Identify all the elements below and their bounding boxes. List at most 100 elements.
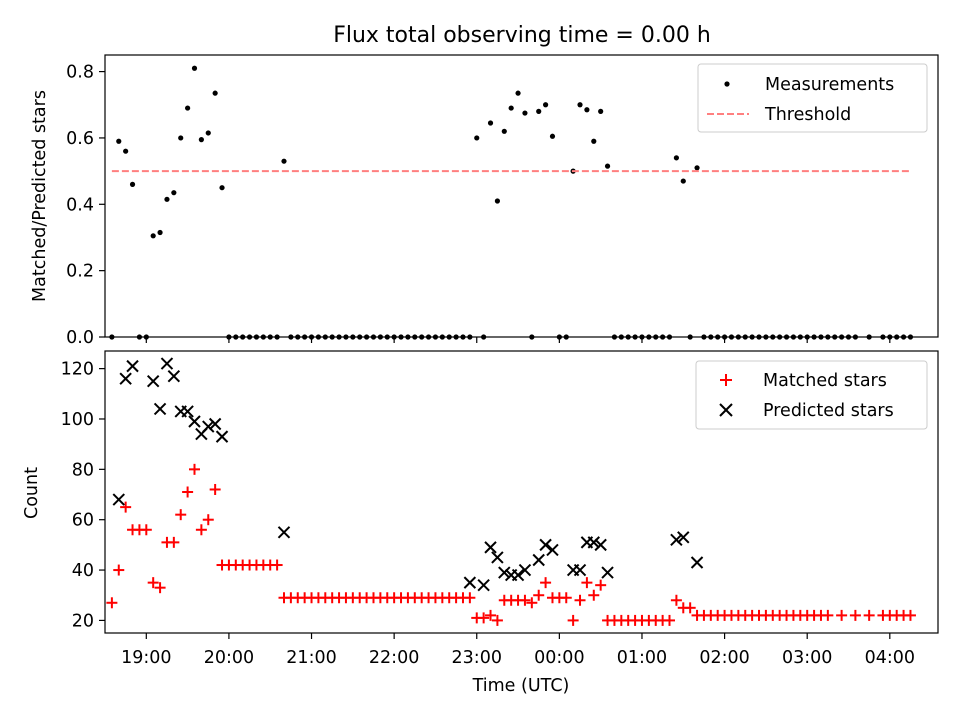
measurements-point (260, 334, 266, 340)
measurements-point (157, 229, 163, 236)
predicted-stars-point (153, 402, 167, 416)
matched-stars-point (491, 614, 503, 626)
measurements-point (777, 334, 783, 340)
predicted-stars-point (181, 405, 194, 418)
matched-stars-point (664, 614, 676, 626)
ratio-legend-box (697, 63, 928, 133)
predicted-stars-point (477, 578, 490, 592)
measurements-point (233, 334, 239, 340)
measurements-point (563, 334, 569, 340)
measurements-point (845, 334, 852, 340)
measurements-point (687, 334, 693, 340)
measurements-point (460, 334, 466, 340)
measurements-point (439, 334, 445, 340)
matched-stars-point (588, 589, 600, 601)
count-y-axis: 20 40 60 80 100 120 (61, 360, 105, 631)
measurements-point (487, 120, 494, 126)
predicted-stars-point (277, 526, 291, 539)
x-tick-label: 00:00 (534, 648, 584, 668)
measurements-point (584, 107, 590, 113)
ratio-y-tick-label: 0.4 (66, 195, 94, 215)
measurements-point (715, 334, 721, 340)
count-legend: Matched stars Predicted stars (695, 360, 928, 430)
predicted-stars-point (202, 420, 215, 433)
measurements-point (694, 165, 700, 171)
predicted-stars-point (594, 538, 607, 552)
x-tick-label: 22:00 (369, 648, 419, 668)
measurements-point (646, 334, 652, 340)
measurements-point (343, 334, 349, 340)
legend-predicted-label: Predicted stars (763, 401, 894, 421)
measurements-point (549, 133, 556, 139)
chart-title: Flux total observing time = 0.00 h (333, 23, 711, 48)
measurements-point (825, 334, 831, 340)
matched-stars-point (533, 589, 545, 601)
x-tick-label: 02:00 (699, 648, 749, 668)
measurements-point (542, 102, 549, 108)
predicted-stars-point (539, 538, 552, 552)
count-y-axis-label: Count (22, 467, 42, 519)
measurements-point (150, 233, 156, 239)
measurements-point (494, 198, 501, 204)
measurements-point (267, 334, 273, 340)
measurements-point (708, 334, 714, 340)
predicted-stars-point (587, 536, 600, 549)
predicted-stars-point (532, 553, 545, 567)
measurements-point (701, 334, 707, 340)
ratio-panel: 0.00.20.40.60.8 Matched/Predicted stars … (30, 54, 939, 348)
matched-stars-point (464, 592, 476, 604)
matched-stars-point (140, 524, 152, 536)
count-y-tick-label: 100 (61, 410, 94, 430)
measurements-point (577, 102, 583, 108)
predicted-stars-point (518, 563, 532, 577)
measurements-point (212, 90, 218, 96)
predicted-stars-point (484, 541, 497, 554)
measurements-point (136, 334, 143, 340)
predicted-stars-point (146, 375, 160, 388)
matched-stars-point (595, 579, 607, 591)
x-tick-label: 19:00 (121, 648, 171, 668)
measurements-point (129, 181, 136, 187)
measurements-point (322, 334, 328, 340)
x-tick-label: 04:00 (865, 648, 915, 668)
matched-stars-point (540, 577, 552, 589)
matched-stars-point (574, 594, 586, 606)
measurements-point (412, 334, 418, 340)
measurements-point (508, 105, 514, 111)
x-axis-label: Time (UTC) (472, 676, 570, 696)
measurements-point (240, 334, 246, 340)
measurements-point (164, 196, 170, 202)
predicted-stars-point (215, 430, 229, 443)
measurements-point (398, 334, 404, 340)
matched-stars-point (836, 609, 848, 621)
matched-stars-point (684, 602, 696, 614)
measurements-point (618, 334, 624, 340)
predicted-stars-point (677, 531, 690, 544)
predicted-stars-point (546, 543, 559, 557)
measurements-point (370, 334, 377, 340)
measurements-point (763, 334, 769, 340)
ratio-y-tick-label: 0.8 (66, 63, 94, 83)
measurements-point (832, 334, 838, 340)
ratio-marks (109, 65, 914, 340)
measurements-point (907, 334, 914, 340)
predicted-stars-point (126, 359, 139, 373)
measurements-point (288, 334, 294, 340)
matched-stars-point (195, 524, 207, 536)
measurements-point (783, 334, 790, 340)
matched-stars-point (147, 577, 159, 589)
measurements-point (894, 334, 900, 340)
measurements-point (591, 138, 597, 144)
measurements-point (432, 334, 439, 340)
measurements-point (405, 334, 411, 340)
matched-stars-point (120, 501, 132, 513)
measurements-point (219, 185, 225, 191)
measurements-point (246, 334, 253, 340)
measurements-point (384, 334, 390, 340)
matched-stars-point (113, 564, 125, 576)
measurements-point (109, 334, 115, 340)
measurements-point (350, 334, 356, 340)
measurements-point (419, 334, 425, 340)
measurements-point (536, 108, 542, 114)
measurements-point (790, 334, 797, 340)
